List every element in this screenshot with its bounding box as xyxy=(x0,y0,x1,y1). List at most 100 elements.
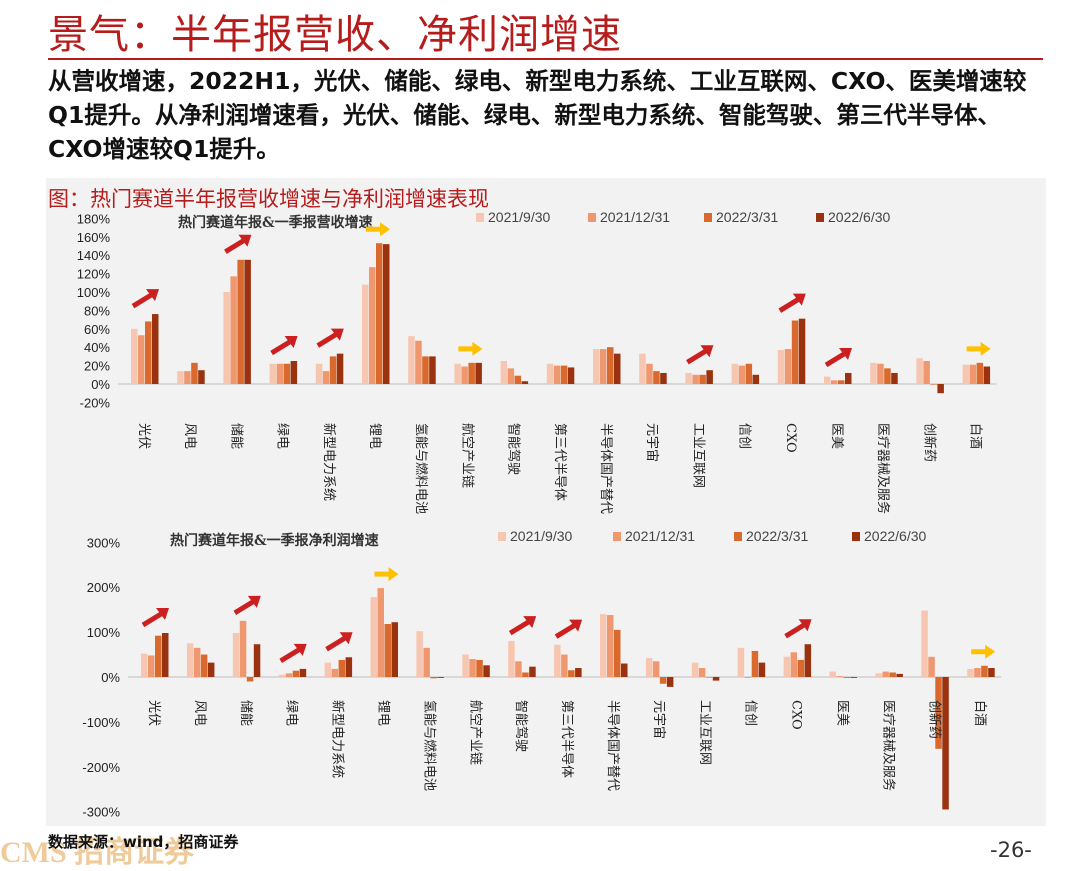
red-up-arrow-head-icon xyxy=(339,632,353,645)
category-label: 光伏 xyxy=(146,700,161,726)
bar xyxy=(791,320,799,384)
yellow-right-arrow-head-icon xyxy=(472,341,483,356)
bar xyxy=(391,622,398,677)
bar xyxy=(422,356,429,384)
bar xyxy=(614,353,621,384)
bar xyxy=(546,363,554,384)
bar xyxy=(553,365,561,384)
y-tick-label: 20% xyxy=(84,359,110,374)
bar xyxy=(962,364,970,384)
bar xyxy=(875,673,882,677)
bar xyxy=(429,356,436,384)
chart-title: 热门赛道年报&一季报净利润增速 xyxy=(170,532,379,549)
bar xyxy=(508,641,515,677)
bar xyxy=(758,662,766,677)
red-up-arrow-icon xyxy=(686,349,707,365)
category-label: 工业互联网 xyxy=(690,423,705,488)
category-label: 绿电 xyxy=(284,700,299,726)
category-label: 第三代半导体 xyxy=(552,423,567,501)
bar xyxy=(797,659,805,677)
legend-swatch xyxy=(816,213,824,222)
bar xyxy=(253,644,261,677)
red-up-arrow-icon xyxy=(233,599,255,616)
bar xyxy=(362,284,369,384)
y-tick-label: -300% xyxy=(82,805,120,820)
bar xyxy=(324,662,332,677)
data-source: 数据来源：wind，招商证券 xyxy=(48,833,239,851)
y-tick-label: 300% xyxy=(87,535,121,550)
y-tick-label: 100% xyxy=(77,285,111,300)
bar xyxy=(145,321,152,384)
bar xyxy=(239,620,247,677)
category-label: CXO xyxy=(783,423,798,453)
bar xyxy=(974,668,981,677)
bar xyxy=(290,361,298,384)
bar xyxy=(514,375,522,384)
category-label: 新型电力系统 xyxy=(330,700,346,778)
summary-text: 从营收增速，2022H1，光伏、储能、绿电、新型电力系统、工业互联网、CXO、医… xyxy=(48,67,1027,163)
legend-swatch xyxy=(476,213,484,222)
y-tick-label: -200% xyxy=(82,760,120,775)
bar xyxy=(507,368,515,384)
bar xyxy=(653,371,660,384)
red-up-arrow-head-icon xyxy=(523,616,537,629)
bar xyxy=(461,366,468,384)
bar xyxy=(923,361,930,384)
bar xyxy=(469,659,476,677)
category-label: 半导体国产替代 xyxy=(598,423,613,514)
category-label: 风电 xyxy=(192,700,207,726)
red-up-arrow-icon xyxy=(270,339,291,356)
bar xyxy=(706,370,713,384)
bar xyxy=(141,653,148,677)
bar xyxy=(988,668,995,677)
bar xyxy=(891,372,898,384)
red-up-arrow-icon xyxy=(508,619,530,636)
bar xyxy=(646,363,653,384)
red-up-arrow-icon xyxy=(554,623,576,639)
bar xyxy=(981,665,988,677)
legend-swatch xyxy=(704,213,712,222)
bar xyxy=(593,349,600,384)
bar xyxy=(338,659,346,677)
bar xyxy=(850,677,857,678)
bar xyxy=(476,659,483,677)
bar xyxy=(882,671,889,677)
bar xyxy=(522,672,529,677)
category-label: 储能 xyxy=(238,700,253,726)
bar xyxy=(184,371,191,384)
bar xyxy=(877,363,884,384)
bar xyxy=(329,356,337,384)
bar xyxy=(838,380,845,384)
title-divider xyxy=(48,58,1043,60)
red-up-arrow-head-icon xyxy=(792,293,806,306)
category-label: 创新药 xyxy=(921,423,937,462)
legend-swatch xyxy=(613,532,621,541)
bar xyxy=(691,662,699,677)
bar xyxy=(712,677,720,681)
bar xyxy=(148,655,155,677)
bar xyxy=(152,314,159,384)
bar xyxy=(930,384,937,385)
category-label: 医美 xyxy=(829,423,844,449)
bar xyxy=(731,363,739,384)
red-up-arrow-head-icon xyxy=(700,345,714,358)
category-label: 白酒 xyxy=(972,700,988,726)
category-label: 航空产业链 xyxy=(459,423,475,488)
bar xyxy=(383,244,390,384)
red-up-arrow-head-icon xyxy=(798,619,812,632)
red-up-arrow-head-icon xyxy=(238,234,252,247)
category-label: 锂电 xyxy=(376,700,391,726)
category-label: 储能 xyxy=(228,423,243,449)
bar xyxy=(575,668,582,677)
y-tick-label: 140% xyxy=(77,248,111,263)
bar xyxy=(408,336,415,384)
y-tick-label: 180% xyxy=(77,211,111,226)
bar xyxy=(191,362,198,384)
bar xyxy=(698,668,706,677)
bar xyxy=(138,335,145,384)
bar xyxy=(935,677,942,749)
bar xyxy=(244,259,251,384)
bar xyxy=(331,668,339,677)
category-label: 氢能与燃料电池 xyxy=(413,423,429,514)
